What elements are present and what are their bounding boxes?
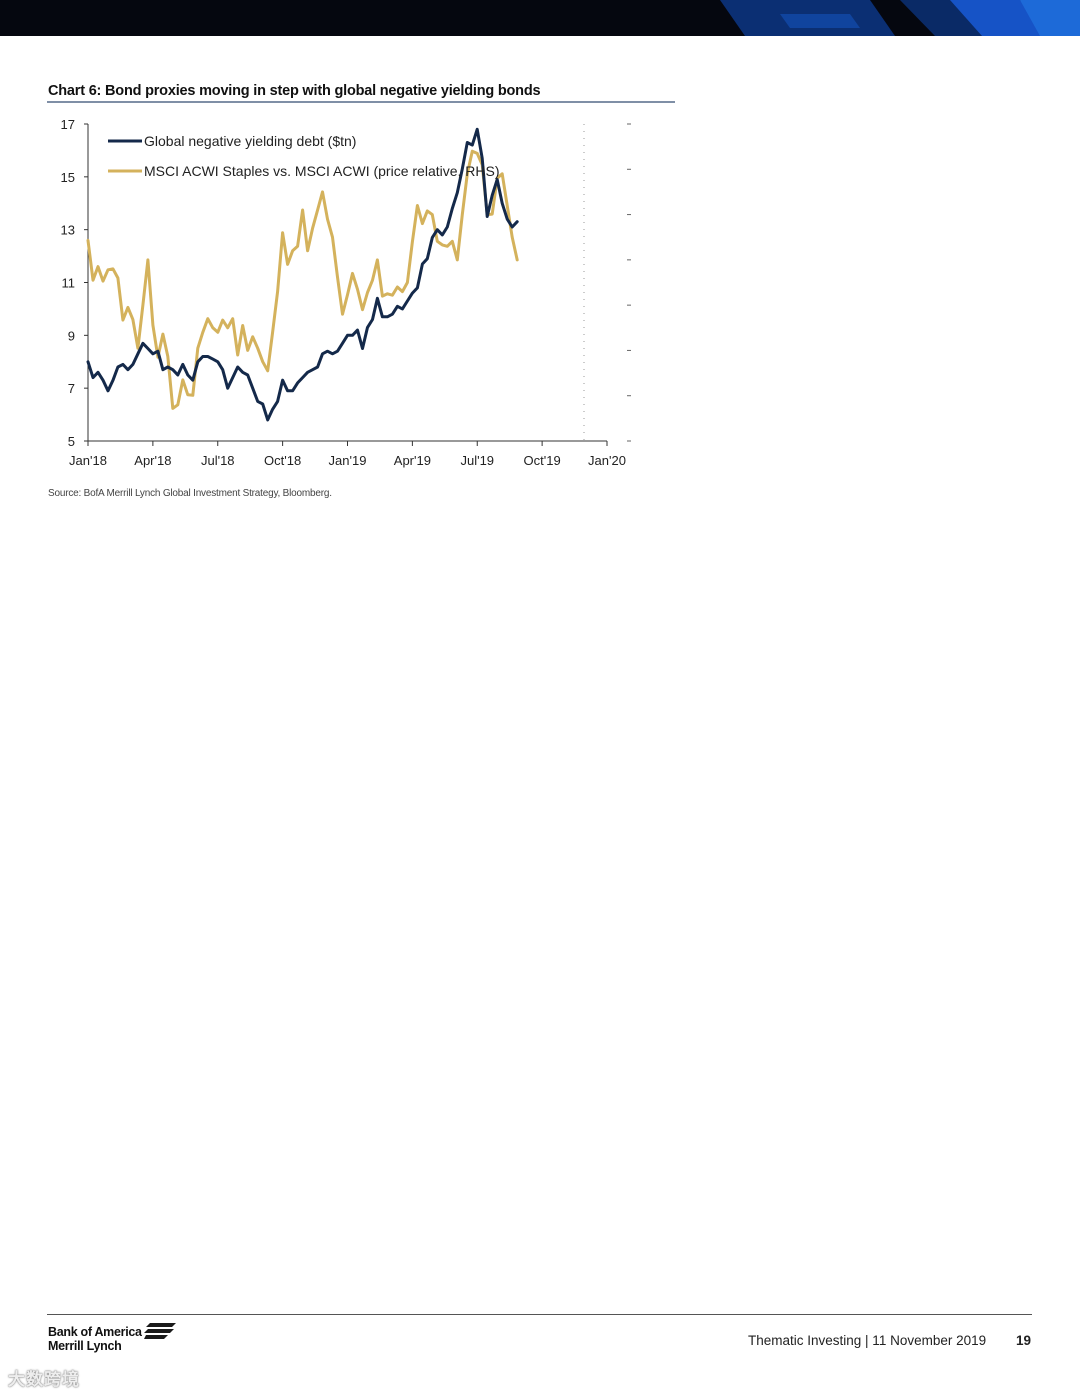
left-tick-label: 9 xyxy=(68,328,75,343)
source-note: Source: BofA Merrill Lynch Global Invest… xyxy=(48,488,332,499)
header-bar xyxy=(0,0,1080,36)
x-tick-label: Jan'19 xyxy=(329,453,367,468)
chart-title: Chart 6: Bond proxies moving in step wit… xyxy=(48,83,541,99)
x-tick-label: Jul'18 xyxy=(201,453,235,468)
x-tick-label: Jul'19 xyxy=(460,453,494,468)
x-tick-label: Apr'19 xyxy=(394,453,431,468)
watermark-text: 大数跨境 xyxy=(8,1370,80,1389)
left-tick-label: 5 xyxy=(68,434,75,449)
x-tick-label: Oct'19 xyxy=(524,453,561,468)
left-tick-label: 15 xyxy=(61,170,75,185)
footer-divider xyxy=(47,1314,1032,1315)
x-tick-label: Jan'20 xyxy=(588,453,626,468)
x-tick-label: Jan'18 xyxy=(69,453,107,468)
bank-logo-text: Bank of America Merrill Lynch xyxy=(48,1325,142,1353)
left-tick-label: 17 xyxy=(61,117,75,132)
logo-line1: Bank of America xyxy=(48,1325,142,1339)
x-tick-label: Oct'18 xyxy=(264,453,301,468)
title-divider xyxy=(47,101,675,103)
logo-line2: Merrill Lynch xyxy=(48,1339,122,1353)
x-tick-label: Apr'18 xyxy=(134,453,171,468)
publication-info: Thematic Investing | 11 November 2019 xyxy=(748,1333,987,1348)
flag-logo-icon xyxy=(144,1323,176,1339)
series-line-negative-yielding-debt xyxy=(86,127,519,422)
left-tick-label: 13 xyxy=(61,223,75,238)
series-line-staples-relative xyxy=(86,149,519,410)
legend-label: MSCI ACWI Staples vs. MSCI ACWI (price r… xyxy=(144,163,500,179)
header-stripes xyxy=(720,0,1080,36)
page-number: 19 xyxy=(1016,1333,1032,1348)
left-tick-label: 11 xyxy=(62,276,76,291)
left-tick-label: 7 xyxy=(68,381,75,396)
legend-label: Global negative yielding debt ($tn) xyxy=(144,133,356,149)
line-chart: 171513119750.490.480.470.460.450.440.430… xyxy=(61,117,631,468)
